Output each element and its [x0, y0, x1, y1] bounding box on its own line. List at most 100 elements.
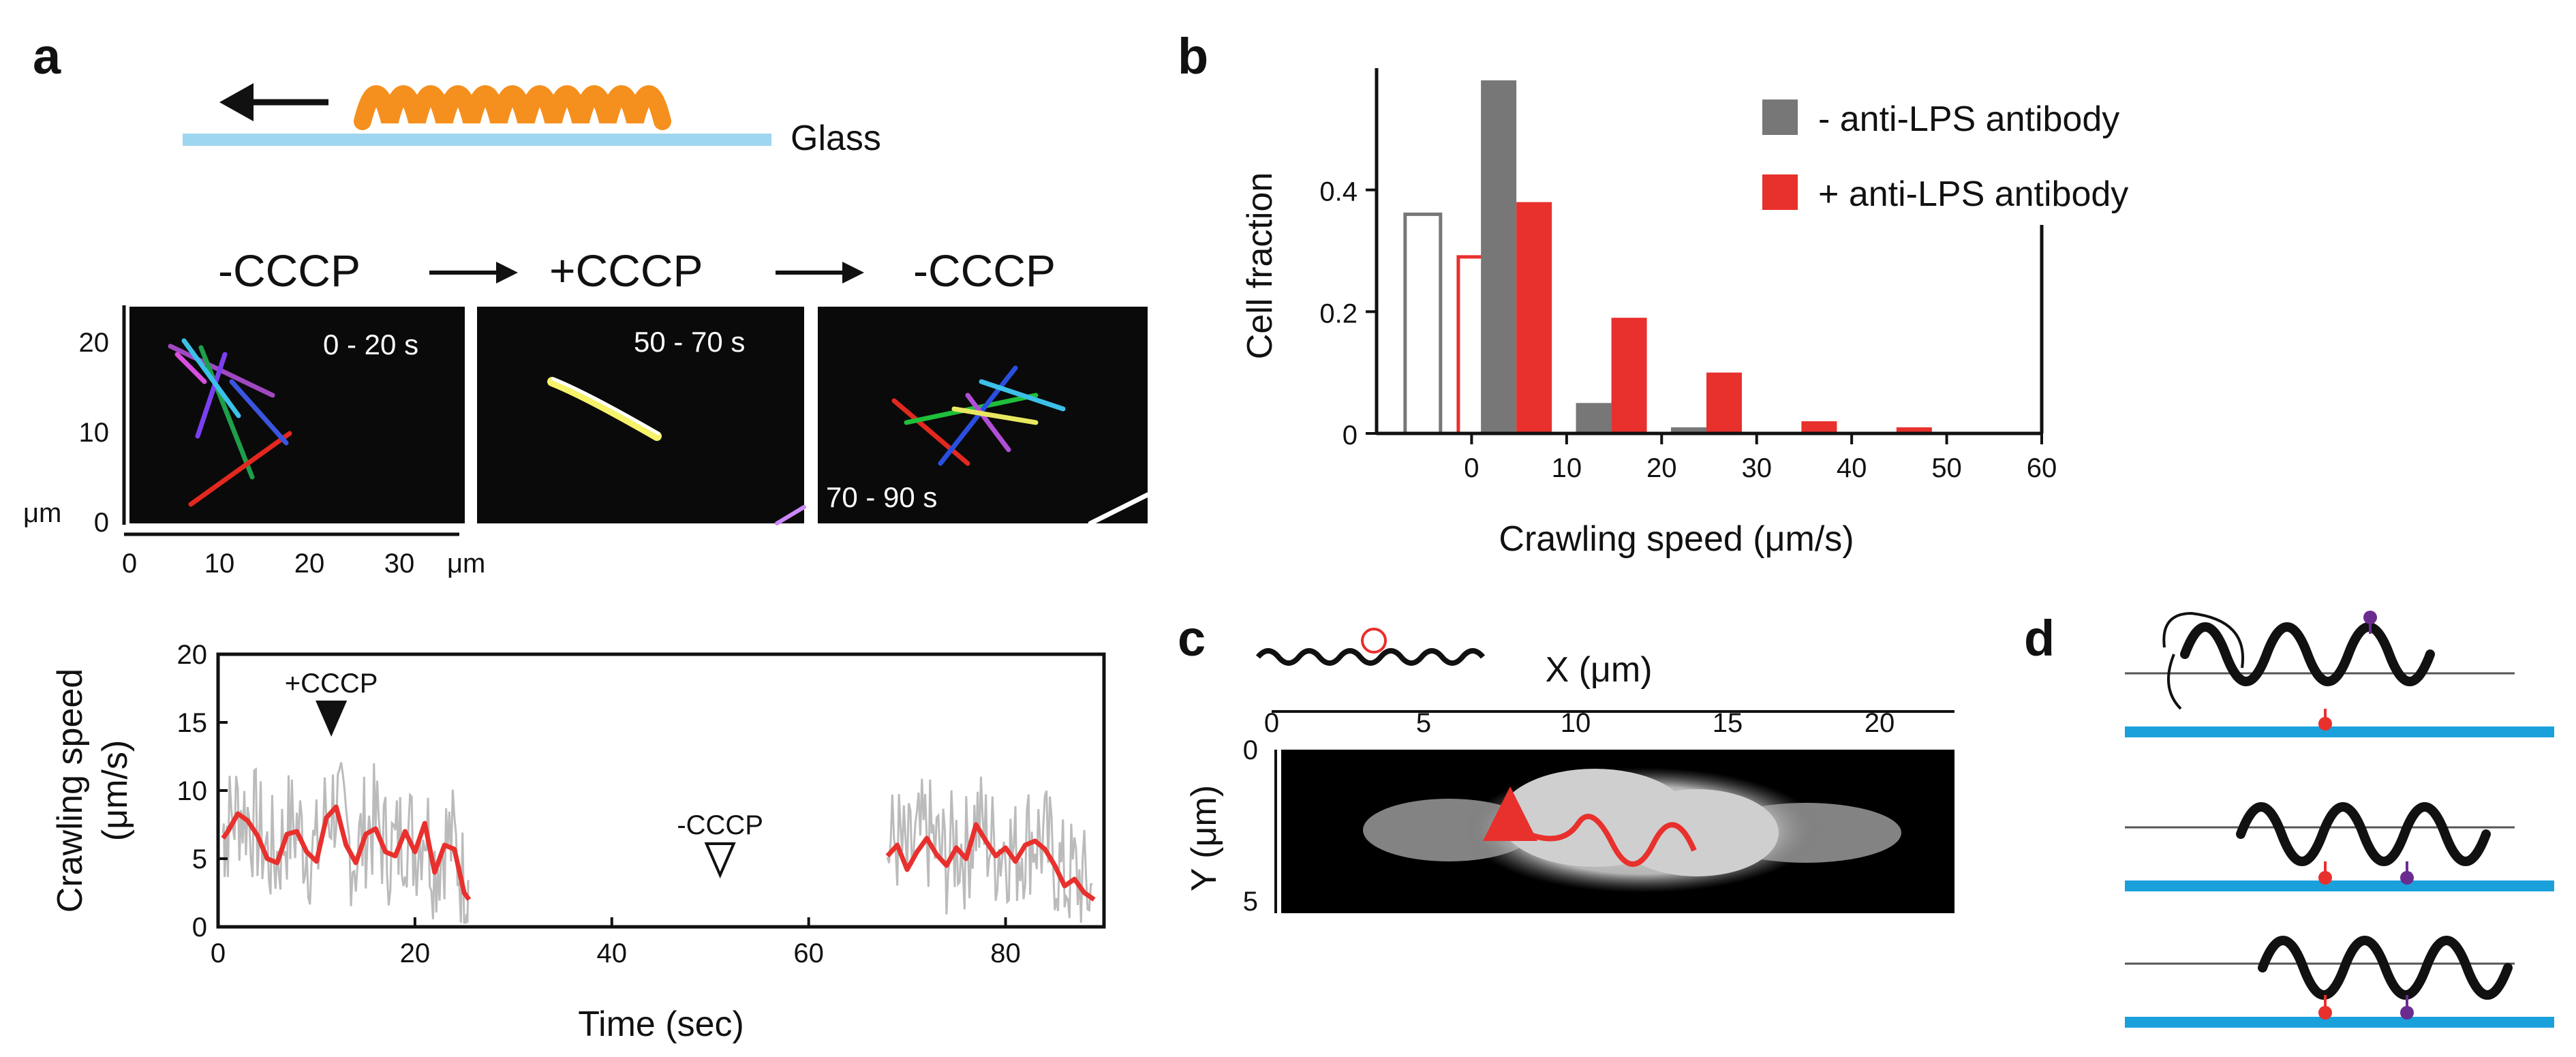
- panel-c-x-tick: 0: [1264, 708, 1279, 738]
- histogram-x-label: Crawling speed (μm/s): [1499, 519, 1854, 559]
- red-adhesion-icon: [2318, 871, 2332, 885]
- cell-wave-icon: [2258, 936, 2513, 1000]
- legend-entry: + anti-LPS antibody: [1818, 174, 2128, 214]
- surface-bar: [2125, 726, 2554, 737]
- x-tick-label: 40: [597, 938, 628, 968]
- red-adhesion-icon: [2318, 717, 2332, 731]
- micrograph-x-unit: μm: [447, 549, 485, 579]
- purple-adhesion-icon: [2363, 611, 2377, 624]
- cell-tracks-frame-1: [168, 338, 292, 507]
- red-adhesion-icon: [2318, 1006, 2332, 1020]
- raw-speed-line: [886, 776, 1093, 923]
- histogram-bar: [1576, 403, 1612, 433]
- cell-wave-icon: [2180, 622, 2435, 686]
- panel-a-micrographs: -CCCP +CCCP -CCCP 0 - 20 s 50 - 70 s: [23, 245, 1150, 579]
- y-tick-label: 0.2: [1319, 298, 1358, 328]
- histogram-bar: [1671, 427, 1706, 433]
- legend-entry: - anti-LPS antibody: [1818, 99, 2119, 139]
- cell-schematic-icon: [1255, 648, 1486, 666]
- spirochete-cell-icon: [354, 85, 671, 130]
- glass-label: Glass: [791, 119, 881, 158]
- micrograph-y-unit: μm: [23, 498, 61, 528]
- x-tick-label: 10: [1552, 453, 1582, 483]
- panel-c-x-label: X (μm): [1545, 650, 1652, 690]
- panel-c: X (μm) 0 5 10 15 20 0 5 Y (μm): [1184, 628, 1954, 917]
- rotation-arrow-icon: [2162, 611, 2245, 669]
- legend-swatch: [1762, 99, 1798, 135]
- transition-arrowhead-icon: [842, 262, 864, 284]
- histogram-bar: [1896, 427, 1932, 433]
- x-tick-label: 20: [400, 938, 431, 968]
- x-tick-label: 80: [990, 938, 1021, 968]
- motion-arrowhead-icon: [219, 83, 254, 121]
- condition-label: -CCCP: [913, 245, 1056, 296]
- x-tick-label: 20: [1646, 453, 1677, 483]
- purple-adhesion-icon: [2400, 1006, 2414, 1020]
- histogram-bar: [1516, 202, 1552, 433]
- speed-chart-y-label-unit: (μm/s): [95, 740, 135, 841]
- speed-histogram: 0 10 20 30 40 50 60 0 0.2 0.4 Cell fraction Crawl…: [1240, 68, 2128, 559]
- panel-label-a: a: [33, 28, 61, 85]
- open-triangle-icon: [704, 842, 736, 879]
- panel-c-x-tick: 15: [1713, 708, 1743, 738]
- x-tick-label: 40: [1837, 453, 1867, 483]
- histogram-bar: [1611, 318, 1647, 433]
- y-tick-label: 15: [177, 708, 208, 738]
- glass-surface: [183, 134, 771, 146]
- micrograph-x-tick: 30: [384, 549, 415, 579]
- x-tick-label: 0: [1464, 453, 1479, 483]
- histogram-legend: - anti-LPS antibody + anti-LPS antibody: [1762, 99, 2128, 214]
- frame-time-label: 50 - 70 s: [634, 326, 745, 358]
- raw-speed-trace: [221, 762, 1093, 924]
- y-tick-label: 20: [177, 640, 208, 670]
- frame-time-label: 0 - 20 s: [323, 328, 418, 361]
- speed-chart-x-label: Time (sec): [578, 1005, 744, 1044]
- condition-label: -CCCP: [218, 245, 361, 296]
- micrograph-x-tick: 20: [294, 549, 325, 579]
- smoothed-speed-line: [221, 804, 472, 902]
- cell-wave-icon: [2236, 802, 2491, 866]
- condition-label: +CCCP: [549, 245, 703, 296]
- histogram-bar: [1706, 372, 1742, 433]
- cell-tracks-frame-3: [891, 365, 1150, 526]
- purple-adhesion-icon: [2400, 871, 2414, 885]
- filled-triangle-icon: [316, 701, 348, 737]
- panel-label-c: c: [1178, 610, 1206, 667]
- raw-speed-line: [221, 762, 470, 924]
- y-tick-label: 0: [192, 913, 207, 943]
- panel-c-y-label: Y (μm): [1184, 785, 1224, 891]
- histogram-bar: [1481, 80, 1517, 433]
- speed-trace-chart: 0 20 40 60 80 0 5 10 15 20 +CCCP -CCCP Crawling sp…: [50, 640, 1106, 1044]
- rotation-arrow-icon: [2167, 654, 2182, 710]
- y-tick-label: 0.4: [1319, 177, 1358, 207]
- panel-label-b: b: [1178, 28, 1208, 85]
- annotation-label: +CCCP: [285, 669, 378, 699]
- panel-a-schematic: Glass: [183, 83, 881, 158]
- surface-bar: [2125, 880, 2554, 891]
- micrograph-y-tick: 10: [79, 418, 110, 448]
- surface-bar: [2125, 1017, 2554, 1028]
- micrograph-y-tick: 0: [94, 508, 109, 538]
- x-tick-label: 0: [211, 938, 226, 968]
- micrograph-frame-2: [477, 307, 804, 523]
- panel-c-x-tick: 10: [1561, 708, 1591, 738]
- x-tick-label: 50: [1931, 453, 1962, 483]
- histogram-bar: [1801, 421, 1837, 433]
- y-tick-label: 10: [177, 776, 208, 806]
- panel-d: [2125, 611, 2554, 1028]
- x-tick-label: 60: [793, 938, 824, 968]
- frame-time-label: 70 - 90 s: [826, 481, 937, 513]
- panel-c-x-tick: 20: [1865, 708, 1895, 738]
- panel-c-x-tick: 5: [1416, 708, 1431, 738]
- trajectory-arrow: [1483, 786, 1697, 867]
- y-tick-label: 0: [1343, 420, 1358, 450]
- histogram-y-label: Cell fraction: [1240, 172, 1280, 360]
- panel-c-y-tick: 5: [1243, 887, 1258, 917]
- x-tick-label: 60: [2027, 453, 2057, 483]
- micrograph-x-tick: 10: [204, 549, 235, 579]
- transition-arrowhead-icon: [496, 262, 518, 284]
- micrograph-y-tick: 20: [79, 328, 110, 358]
- legend-swatch: [1762, 174, 1798, 210]
- cell-tracks-frame-2: [547, 377, 806, 525]
